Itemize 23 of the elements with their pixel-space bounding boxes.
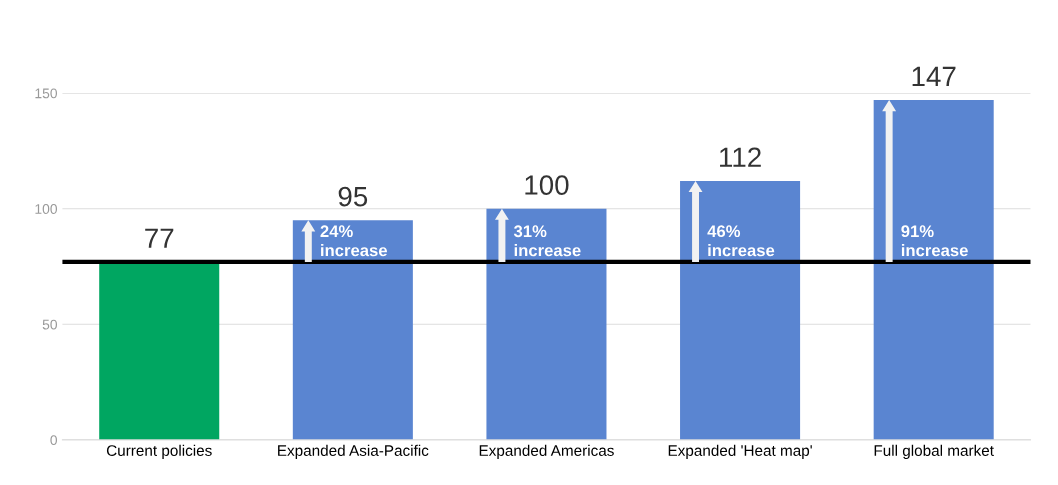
data-label: 147 [912, 66, 956, 86]
x-tick-label: Expanded Americas [479, 444, 614, 459]
x-tick-label: Current policies [106, 444, 212, 459]
data-label: 100 [525, 175, 569, 195]
bar [680, 180, 801, 440]
y-tick-label: 100 [35, 204, 58, 214]
data-label: 95 [338, 186, 368, 207]
x-tick-label: Expanded Asia-Pacific [278, 444, 429, 459]
bar [486, 208, 607, 440]
annotation: 31% increase [513, 225, 581, 257]
bar [873, 100, 994, 440]
annotation: 46% increase [707, 225, 775, 257]
data-label: 112 [720, 147, 761, 167]
data-label: 77 [145, 228, 174, 248]
y-tick-label: 0 [50, 435, 58, 446]
annotation: 24% increase [320, 225, 387, 257]
bar [292, 220, 413, 440]
x-tick-label: Expanded 'Heat map' [668, 444, 812, 459]
y-tick-label: 50 [42, 319, 58, 330]
x-tick-label: Full global market [874, 444, 994, 459]
annotation: 91% increase [901, 225, 968, 257]
y-tick-label: 150 [35, 88, 58, 99]
bar [99, 261, 220, 440]
